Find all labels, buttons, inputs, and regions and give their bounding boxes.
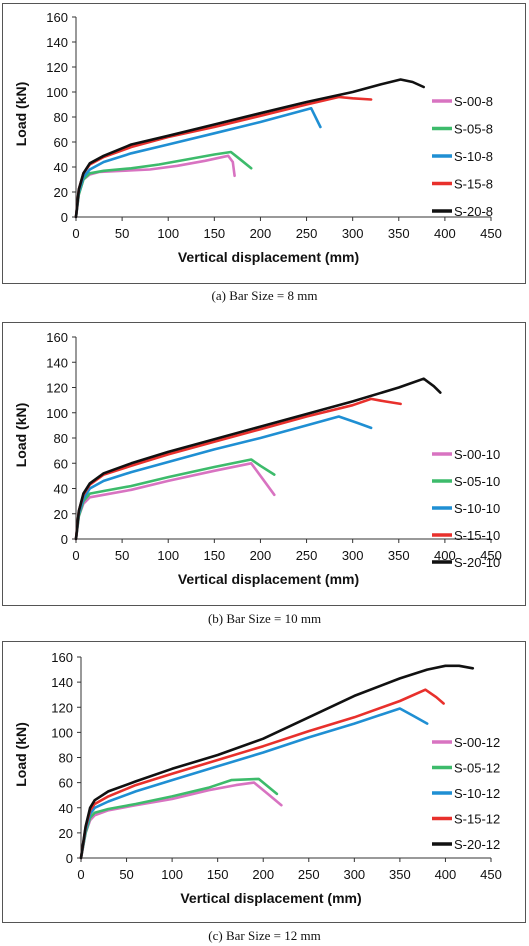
- x-tick-label: 250: [298, 867, 320, 882]
- legend-label-S-20-8: S-20-8: [454, 204, 493, 219]
- x-tick-label: 150: [203, 548, 225, 563]
- chart-b: 0 20 40 60 80 100 120 140 160 0 50 100 150 200 250 300 3…: [13, 330, 502, 587]
- x-tick-label: 350: [388, 548, 410, 563]
- y-tick-label: 40: [54, 160, 68, 175]
- y-axis-label: Load (kN): [13, 722, 29, 787]
- y-tick-label: 100: [46, 85, 68, 100]
- legend-label-S-05-12: S-05-12: [454, 761, 500, 776]
- series-line-S-10-12: [79, 707, 429, 860]
- series-line-S-15-12: [79, 688, 445, 860]
- legend-label-S-20-10: S-20-10: [454, 555, 500, 570]
- series-line-S-20-12: [79, 664, 475, 860]
- x-tick-label: 50: [115, 226, 129, 241]
- chart-c: 0 20 40 60 80 100 120 140 160 0 50 100 150 200 250 300 3…: [13, 650, 502, 906]
- x-tick-label: 100: [157, 226, 179, 241]
- legend-label-S-10-10: S-10-10: [454, 501, 500, 516]
- x-tick-label: 50: [119, 867, 133, 882]
- chart-frame-a: [2, 3, 526, 284]
- y-tick-label: 40: [54, 482, 68, 497]
- x-tick-label: 250: [296, 226, 318, 241]
- x-tick-label: 450: [480, 548, 502, 563]
- series-line-S-20-10: [74, 377, 442, 541]
- y-axis-label: Load (kN): [13, 82, 29, 147]
- y-tick-label: 20: [54, 185, 68, 200]
- y-tick-label: 40: [59, 801, 73, 816]
- legend-label-S-15-12: S-15-12: [454, 812, 500, 827]
- x-tick-label: 300: [342, 226, 364, 241]
- y-tick-label: 60: [54, 456, 68, 471]
- y-tick-label: 100: [46, 406, 68, 421]
- legend-label-S-00-12: S-00-12: [454, 735, 500, 750]
- y-tick-label: 120: [51, 700, 73, 715]
- x-tick-label: 350: [389, 867, 411, 882]
- x-tick-label: 100: [161, 867, 183, 882]
- y-tick-label: 140: [46, 35, 68, 50]
- x-tick-label: 400: [434, 226, 456, 241]
- x-tick-label: 200: [250, 548, 272, 563]
- y-tick-label: 20: [54, 507, 68, 522]
- x-tick-label: 100: [157, 548, 179, 563]
- series-line-S-10-10: [74, 415, 373, 541]
- legend-label-S-10-8: S-10-8: [454, 149, 493, 164]
- x-tick-label: 200: [252, 867, 274, 882]
- y-tick-label: 80: [54, 110, 68, 125]
- chart-caption-c: (c) Bar Size = 12 mm: [208, 928, 321, 943]
- y-tick-label: 160: [46, 10, 68, 25]
- x-tick-label: 300: [343, 867, 365, 882]
- y-tick-label: 100: [51, 725, 73, 740]
- x-axis-label: Vertical displacement (mm): [178, 571, 359, 587]
- chart-caption-b: (b) Bar Size = 10 mm: [207, 611, 322, 626]
- y-tick-label: 80: [54, 431, 68, 446]
- x-axis-label: Vertical displacement (mm): [178, 249, 359, 265]
- y-tick-label: 160: [46, 330, 68, 345]
- x-tick-label: 300: [342, 548, 364, 563]
- y-tick-label: 160: [51, 650, 73, 665]
- x-tick-label: 50: [115, 548, 129, 563]
- legend-label-S-15-10: S-15-10: [454, 528, 500, 543]
- x-tick-label: 150: [203, 226, 225, 241]
- legend-label-S-00-8: S-00-8: [454, 94, 493, 109]
- chart-a: 0 20 40 60 80 100 120 140 160 0 50 100 150 200 250 300 3…: [13, 10, 502, 265]
- legend-label-S-05-8: S-05-8: [454, 122, 493, 137]
- y-tick-label: 0: [66, 851, 73, 866]
- y-tick-label: 140: [51, 675, 73, 690]
- x-axis-label: Vertical displacement (mm): [180, 890, 361, 906]
- x-tick-label: 0: [72, 226, 79, 241]
- x-tick-label: 400: [435, 867, 457, 882]
- y-tick-label: 120: [46, 60, 68, 75]
- legend-label-S-20-12: S-20-12: [454, 837, 500, 852]
- x-tick-label: 200: [250, 226, 272, 241]
- series-line-S-20-8: [74, 78, 425, 219]
- x-tick-label: 0: [77, 867, 84, 882]
- x-tick-label: 450: [480, 226, 502, 241]
- y-tick-label: 20: [59, 826, 73, 841]
- x-tick-label: 450: [480, 867, 502, 882]
- x-tick-label: 250: [296, 548, 318, 563]
- y-tick-label: 60: [54, 135, 68, 150]
- y-tick-label: 80: [59, 751, 73, 766]
- legend-label-S-15-8: S-15-8: [454, 177, 493, 192]
- x-tick-label: 150: [207, 867, 229, 882]
- legend-label-S-05-10: S-05-10: [454, 474, 500, 489]
- y-axis-label: Load (kN): [13, 403, 29, 468]
- y-tick-label: 140: [46, 355, 68, 370]
- y-tick-label: 120: [46, 381, 68, 396]
- x-tick-label: 400: [434, 548, 456, 563]
- y-tick-label: 60: [59, 776, 73, 791]
- x-tick-label: 350: [388, 226, 410, 241]
- legend-label-S-00-10: S-00-10: [454, 447, 500, 462]
- x-tick-label: 0: [72, 548, 79, 563]
- legend-label-S-10-12: S-10-12: [454, 786, 500, 801]
- chart-frame-b: [2, 322, 526, 606]
- y-tick-label: 0: [61, 210, 68, 225]
- chart-caption-a: (a) Bar Size = 8 mm: [211, 288, 318, 303]
- y-tick-label: 0: [61, 532, 68, 547]
